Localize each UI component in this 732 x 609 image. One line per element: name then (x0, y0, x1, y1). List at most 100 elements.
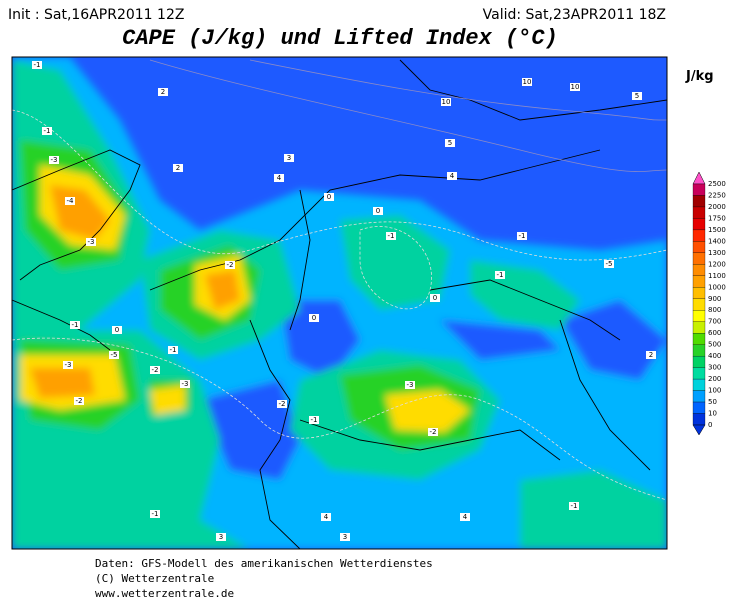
contour-label: -2 (279, 400, 286, 408)
footer-line: www.wetterzentrale.de (95, 587, 234, 600)
colorbar-cap (692, 171, 706, 185)
colorbar-label: 1000 (708, 283, 726, 291)
colorbar-label: 1750 (708, 214, 726, 222)
contour-label: 2 (161, 88, 165, 96)
colorbar-label: 1300 (708, 249, 726, 257)
contour-label: 10 (442, 98, 451, 106)
contour-label-box (447, 172, 457, 180)
contour-label-box (309, 416, 319, 424)
contour-label-box (646, 351, 656, 359)
contour-label: -1 (170, 346, 177, 354)
colorbar-band (692, 241, 706, 254)
map-title: CAPE (J/kg) und Lifted Index (°C) (122, 26, 558, 51)
contour-label: 0 (115, 326, 119, 334)
contour-label-box (65, 197, 75, 205)
colorbar-band (692, 401, 706, 414)
contour-label-box (225, 261, 235, 269)
contour-label: -5 (606, 260, 613, 268)
contour-label-box (112, 326, 122, 334)
colorbar-band (692, 264, 706, 276)
contour-label: 3 (287, 154, 291, 162)
colorbar-label: 10 (708, 410, 717, 418)
contour-label-box (158, 88, 168, 96)
contour-label-box (180, 380, 190, 388)
init-time: Init : Sat,16APR2011 12Z (8, 7, 184, 23)
contour-label-box (86, 238, 96, 246)
colorbar-band (692, 287, 706, 299)
colorbar-label: 2500 (708, 180, 726, 188)
contour-label: 3 (219, 533, 223, 541)
colorbar-label: 1200 (708, 260, 726, 268)
contour-label: 5 (448, 139, 452, 147)
colorbar-label: 1100 (708, 272, 726, 280)
contour-label: 10 (523, 78, 532, 86)
contour-label-box (42, 127, 52, 135)
map-area: -1 2 -1 -3 -4 -3 2 3 4 10 10 10 5 5 4 0 0 -1 -1 -5 -1 0 0 -2 -1 0… (12, 57, 667, 549)
colorbar-band (692, 310, 706, 322)
cape-field (12, 57, 667, 549)
contour-label-box (32, 61, 42, 69)
contour-label-box (428, 428, 438, 436)
colorbar-band (692, 321, 706, 334)
contour-label: -1 (44, 127, 51, 135)
contour-label-box (216, 533, 226, 541)
colorbar-label: 800 (708, 306, 721, 314)
contour-label: -3 (65, 361, 72, 369)
contour-label: -1 (311, 416, 318, 424)
contour-label-box (309, 314, 319, 322)
contour-label: 0 (327, 193, 331, 201)
colorbar-band (692, 195, 706, 208)
contour-label-box (277, 400, 287, 408)
contour-label-box (150, 366, 160, 374)
contour-label-box (604, 260, 614, 268)
colorbar-band (692, 183, 706, 196)
colorbar-label: 100 (708, 387, 721, 395)
colorbar-band (692, 355, 706, 368)
isolines (149, 59, 667, 172)
footer-line: (C) Wetterzentrale (95, 572, 214, 585)
contour-label-box (173, 164, 183, 172)
contour-label-box (569, 502, 579, 510)
contour-label: -1 (388, 232, 395, 240)
colorbar: 2500225020001750150014001300120011001000… (692, 171, 726, 436)
contour-label-box (570, 83, 580, 91)
colorbar-band (692, 367, 706, 380)
contour-label: -1 (497, 271, 504, 279)
contour-label: 4 (450, 172, 455, 180)
contour-label-box (386, 232, 396, 240)
contour-label-box (49, 156, 59, 164)
contour-label-box (168, 346, 178, 354)
legend-unit: J/kg (685, 69, 714, 84)
colorbar-cap (692, 424, 706, 436)
colorbar-band (692, 206, 706, 219)
contour-label: -3 (407, 381, 414, 389)
contour-label-box (321, 513, 331, 521)
colorbar-label: 200 (708, 375, 721, 383)
contour-label-box (74, 397, 84, 405)
contour-label-box (522, 78, 532, 86)
colorbar-band (692, 413, 706, 426)
contour-label-box (284, 154, 294, 162)
contour-label: 10 (571, 83, 580, 91)
colorbar-label: 0 (708, 421, 712, 429)
contour-label: 4 (277, 174, 282, 182)
contour-label-box (70, 321, 80, 329)
contour-label-box (324, 193, 334, 201)
contour-label: -3 (51, 156, 58, 164)
contour-label: -5 (111, 351, 118, 359)
contour-label-box (632, 92, 642, 100)
contour-label: -2 (152, 366, 159, 374)
colorbar-label: 300 (708, 364, 721, 372)
contour-label: 5 (635, 92, 639, 100)
contour-label: -3 (88, 238, 95, 246)
contour-label: -1 (571, 502, 578, 510)
contour-label-box (430, 294, 440, 302)
contour-label-box (460, 513, 470, 521)
footer-line: Daten: GFS-Modell des amerikanischen Wet… (95, 557, 433, 570)
contour-label: 4 (463, 513, 468, 521)
contour-label-box (150, 510, 160, 518)
colorbar-label: 700 (708, 318, 721, 326)
colorbar-band (692, 298, 706, 311)
contour-label: -2 (76, 397, 83, 405)
